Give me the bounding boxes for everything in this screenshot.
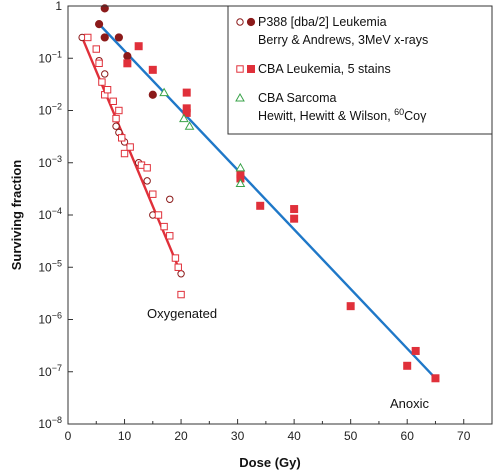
data-point-open-square — [109, 97, 117, 105]
legend-box: P388 [dba/2] Leukemia Berry & Andrews, 3M… — [227, 5, 493, 135]
data-point-filled-square — [431, 374, 440, 383]
legend-label-line1: CBA Leukemia, 5 stains — [258, 62, 391, 76]
y-tick-label: 10−5 — [38, 258, 62, 274]
x-tick-label: 50 — [344, 429, 358, 443]
y-tick-label: 10−2 — [38, 102, 62, 118]
data-point-filled-square — [123, 59, 132, 68]
y-tick-label: 10−3 — [38, 154, 62, 170]
data-point-filled-square — [134, 42, 143, 51]
y-tick-label: 1 — [55, 0, 62, 13]
data-point-filled-square — [182, 88, 191, 97]
fit-line-anoxic — [97, 22, 437, 380]
data-point-open-circle — [177, 270, 185, 278]
data-point-open-square — [160, 222, 168, 231]
x-tick-label: 30 — [231, 429, 245, 443]
data-point-filled-circle — [123, 51, 132, 61]
data-point-open-square — [149, 190, 157, 198]
data-point-filled-circle — [148, 90, 157, 99]
y-axis-title: Surviving fraction — [9, 160, 24, 271]
data-point-open-square — [126, 143, 134, 151]
legend-label-line1: CBA Sarcoma — [258, 91, 337, 105]
data-point-open-square — [98, 78, 106, 86]
data-point-open-square — [115, 106, 123, 115]
x-tick-label: 40 — [287, 429, 301, 443]
data-point-filled-square — [403, 361, 412, 370]
x-tick-label: 20 — [174, 429, 188, 443]
legend-label-line2: Berry & Andrews, 3MeV x-rays — [258, 33, 428, 47]
legend-marker-open-square — [236, 65, 244, 73]
data-point-open-triangle — [184, 121, 195, 130]
x-axis-title: Dose (Gy) — [239, 455, 300, 470]
data-point-open-circle — [143, 177, 151, 185]
data-point-filled-square — [236, 170, 245, 179]
data-point-open-triangle — [159, 87, 169, 97]
legend-marker-filled-square — [247, 65, 255, 73]
y-tick-label: 10−7 — [38, 363, 62, 379]
x-tick-label: 60 — [401, 429, 415, 443]
data-point-filled-square — [346, 302, 355, 311]
legend-frame — [227, 5, 493, 135]
x-tick-label: 10 — [118, 429, 132, 443]
fit-line-oxygenated — [80, 36, 183, 275]
data-point-open-square — [166, 232, 174, 240]
data-point-filled-square — [182, 108, 191, 117]
y-tick-label: 10−8 — [38, 415, 62, 431]
data-point-filled-circle — [114, 33, 123, 42]
data-point-open-triangle — [179, 113, 189, 123]
data-point-filled-square — [290, 205, 299, 214]
data-point-open-circle — [166, 195, 174, 203]
legend-marker-filled-circle — [246, 17, 256, 27]
anoxic-annotation: Anoxic — [390, 396, 430, 411]
oxygenated-annotation: Oxygenated — [147, 306, 217, 321]
data-point-open-square — [120, 149, 129, 158]
data-point-open-square — [174, 263, 182, 271]
data-point-filled-square — [411, 346, 420, 355]
data-point-open-square — [95, 59, 103, 68]
data-point-filled-square — [290, 214, 299, 223]
legend-marker-open-circle — [236, 18, 244, 26]
data-point-open-square — [118, 134, 126, 142]
data-point-open-triangle — [235, 178, 246, 188]
data-point-open-square — [171, 254, 180, 262]
legend-marker-open-triangle — [235, 92, 245, 102]
x-tick-label: 70 — [457, 429, 471, 443]
data-point-open-square — [92, 45, 100, 53]
y-tick-label: 10−6 — [38, 311, 62, 327]
data-point-open-circle — [101, 70, 109, 78]
y-tick-label: 10−4 — [38, 206, 62, 222]
legend-label-line1: P388 [dba/2] Leukemia — [258, 15, 387, 29]
data-point-open-square — [143, 164, 151, 172]
x-tick-label: 0 — [65, 429, 72, 443]
data-point-open-square — [112, 114, 120, 123]
legend-label-line2: Hewitt, Hewitt & Wilson, 60Coγ — [258, 107, 427, 123]
data-point-open-circle — [112, 122, 120, 130]
data-point-open-square — [103, 86, 112, 94]
data-point-filled-circle — [94, 20, 104, 29]
data-point-filled-square — [256, 201, 265, 210]
data-point-filled-circle — [100, 4, 109, 13]
data-point-open-square — [84, 33, 92, 42]
y-tick-label: 10−1 — [38, 49, 62, 65]
data-point-filled-circle — [100, 33, 109, 42]
data-point-open-square — [177, 290, 185, 299]
data-point-filled-square — [148, 65, 157, 74]
data-point-open-triangle — [235, 162, 246, 172]
data-point-open-square — [154, 211, 163, 219]
